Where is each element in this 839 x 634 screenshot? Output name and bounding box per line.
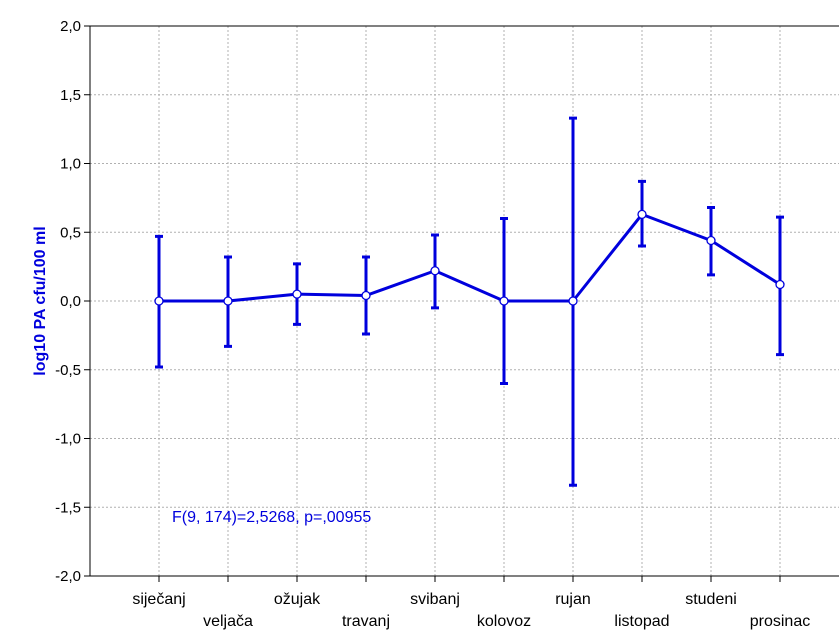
x-tick-label-3: travanj xyxy=(342,613,390,630)
data-point xyxy=(154,296,164,306)
y-tick-label: 2,0 xyxy=(60,18,81,35)
data-point xyxy=(637,209,647,220)
x-tick-label-1: veljača xyxy=(203,613,253,630)
y-axis-title: log10 PA cfu/100 ml xyxy=(32,226,49,375)
y-tick-label: 0,5 xyxy=(60,224,81,241)
x-tick-label-8: studeni xyxy=(685,591,737,608)
anova-annotation: F(9, 174)=2,5268, p=,00955 xyxy=(172,509,371,526)
data-point xyxy=(430,266,440,276)
series-line xyxy=(159,212,781,303)
data-point xyxy=(499,296,509,306)
x-tick-label-2: ožujak xyxy=(274,591,321,608)
data-point xyxy=(706,235,716,246)
y-tick-label: 0,0 xyxy=(60,293,81,310)
x-tick-label-7: listopad xyxy=(614,613,669,630)
y-axis-ticks: -2,0 -1,5 -1,0 -0,5 0,0 0,5 1,0 1,5 2,0 xyxy=(55,18,90,585)
x-tick-label-4: svibanj xyxy=(410,591,460,608)
data-point xyxy=(568,296,578,306)
series-1 xyxy=(154,116,785,487)
y-tick-label: 1,5 xyxy=(60,87,81,104)
x-axis-ticks: siječanj veljača ožujak travanj svibanj kolov… xyxy=(132,576,810,630)
data-point xyxy=(223,296,233,306)
y-tick-label: -1,5 xyxy=(55,499,81,516)
y-tick-label: 1,0 xyxy=(60,156,81,173)
y-tick-label: -2,0 xyxy=(55,568,81,585)
y-tick-label: -1,0 xyxy=(55,431,81,448)
y-tick-label: -0,5 xyxy=(55,362,81,379)
x-tick-label-0: siječanj xyxy=(132,591,185,608)
data-point xyxy=(361,290,371,301)
data-point xyxy=(775,279,785,290)
data-point xyxy=(292,289,302,299)
x-tick-label-9: prosinac xyxy=(750,613,810,630)
x-tick-label-6: rujan xyxy=(555,591,591,608)
x-tick-label-5: kolovoz xyxy=(477,613,531,630)
